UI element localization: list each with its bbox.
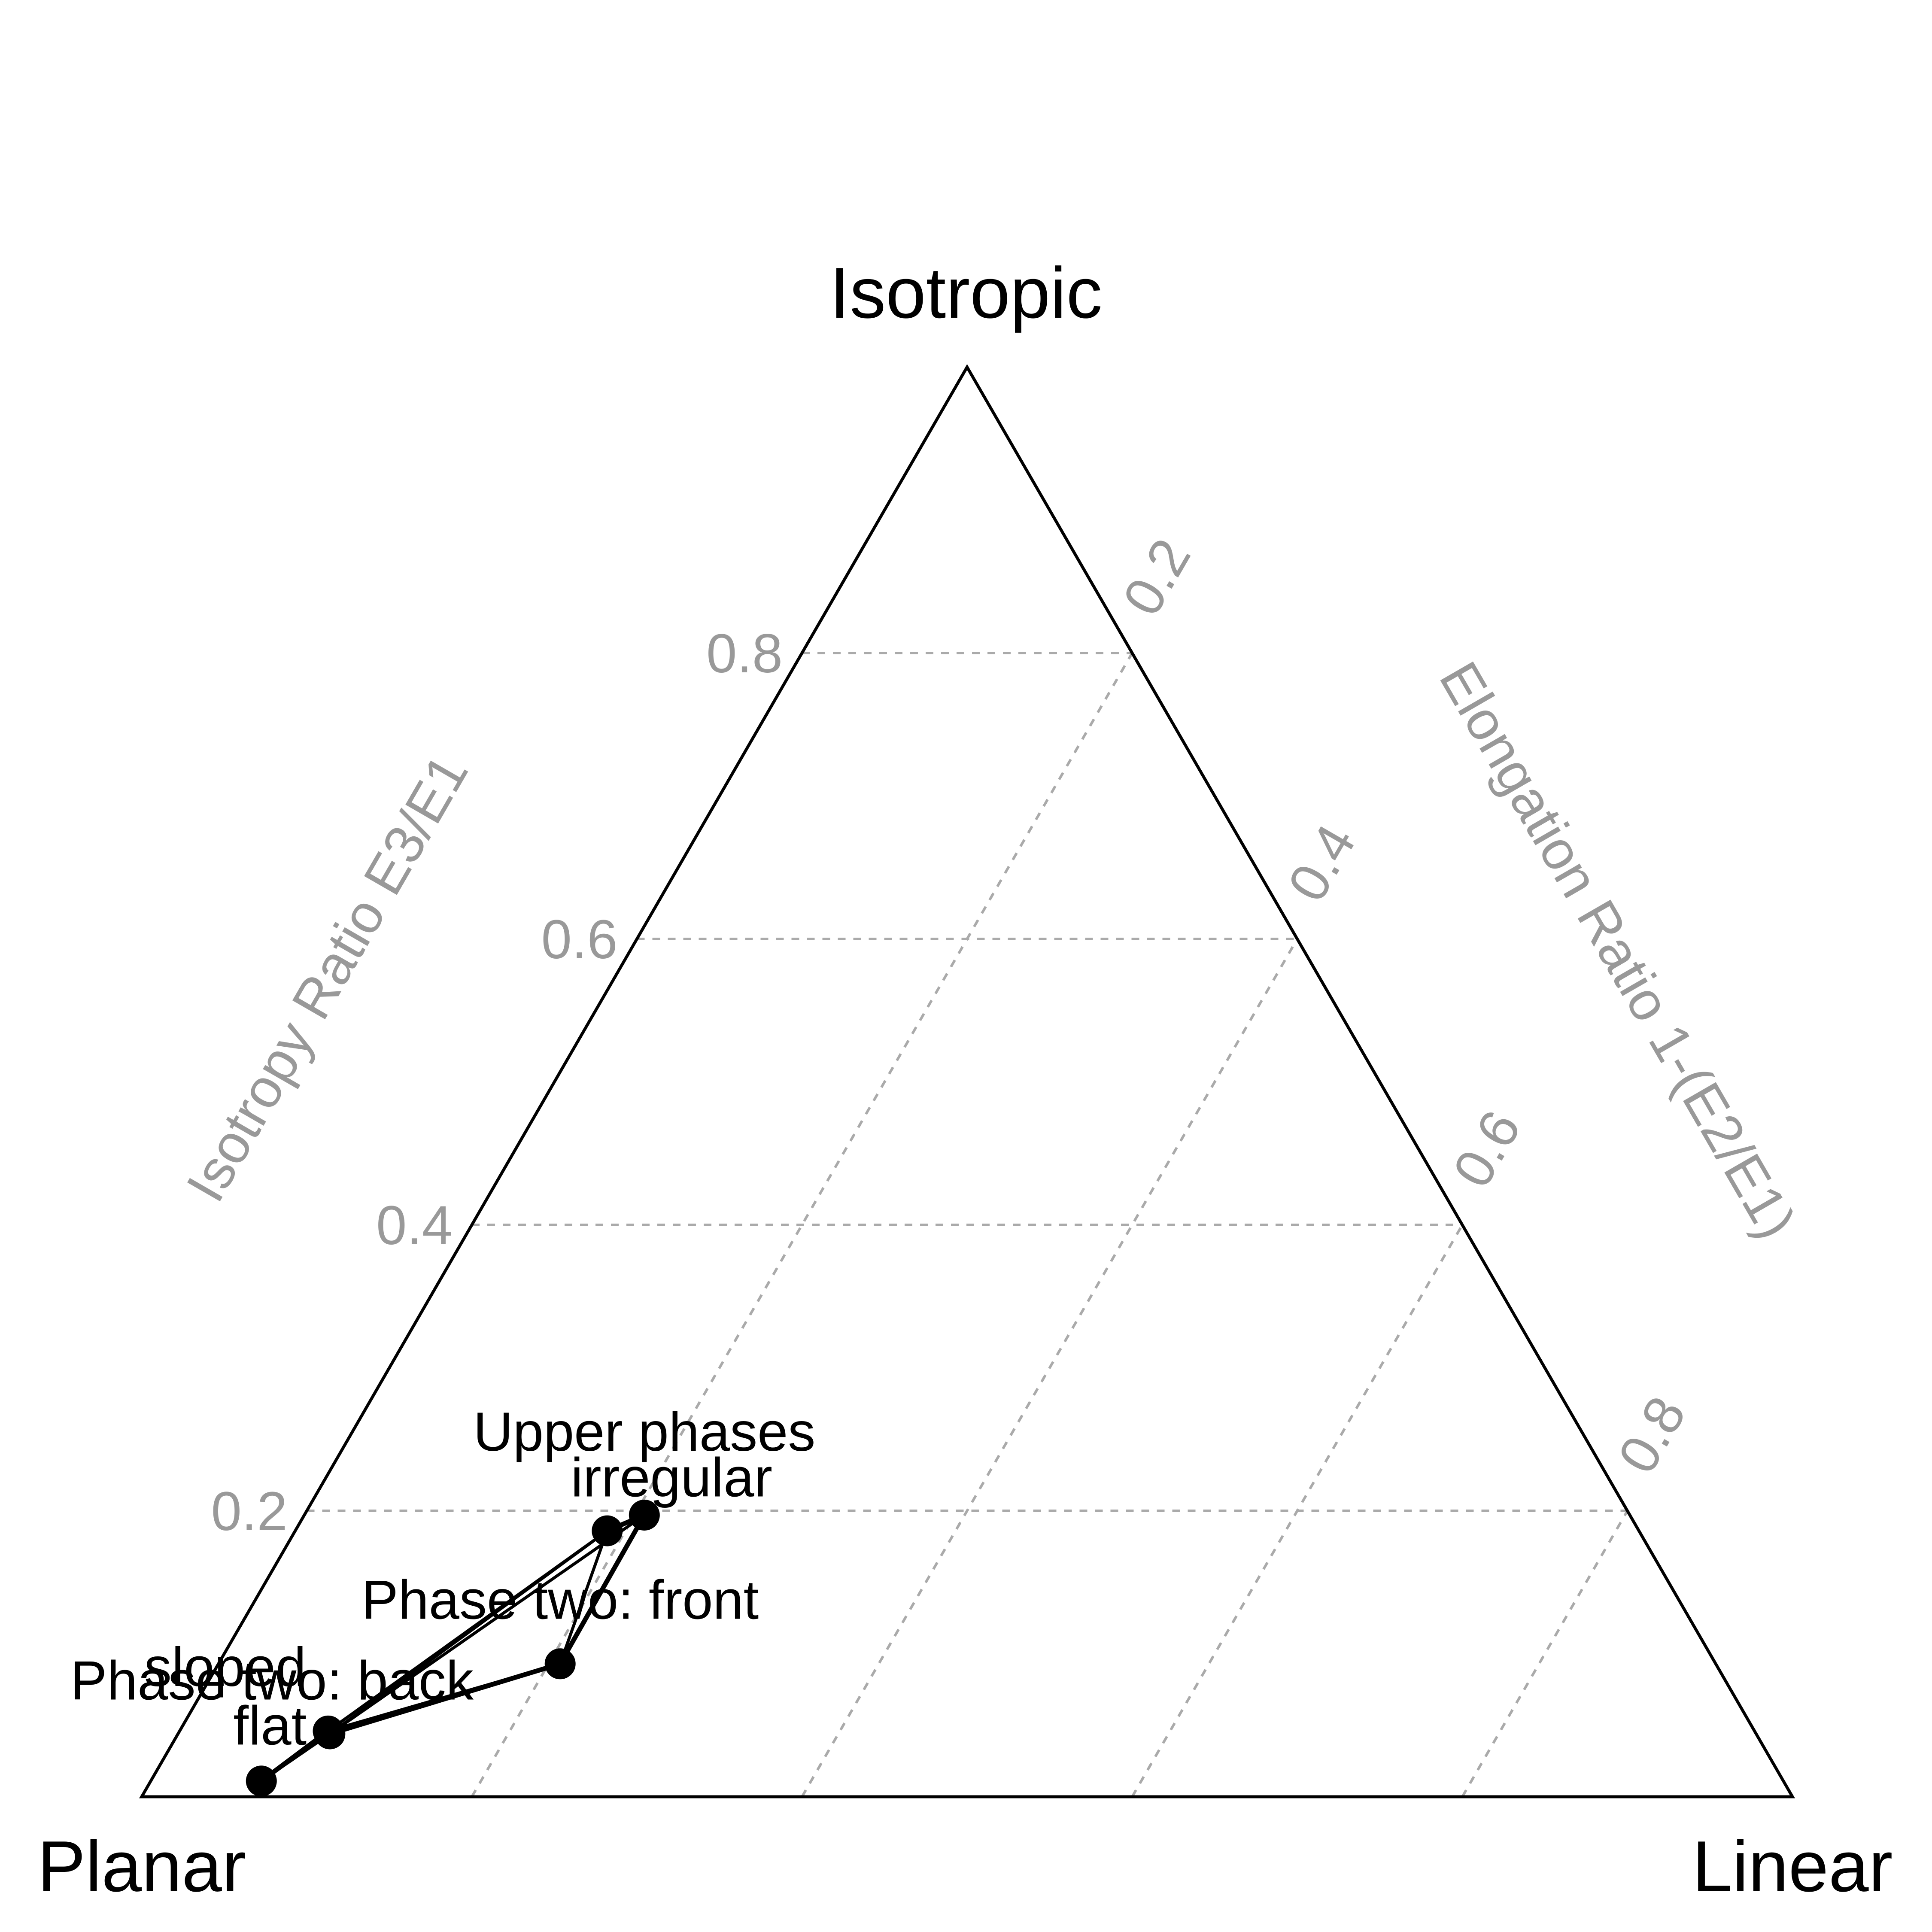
connection-line: [559, 1530, 609, 1665]
point-label: Phase two: back: [70, 1650, 474, 1711]
point-label: Upper phases: [473, 1401, 815, 1463]
right-axis-ticks: 0.2 0.4 0.6 0.8: [1111, 529, 1698, 1483]
connection-line: [558, 1514, 647, 1665]
connection-line: [327, 1529, 608, 1732]
right-tick-label: 0.4: [1276, 814, 1367, 911]
left-tick-label: 0.4: [376, 1195, 453, 1256]
grid-line-elongation: [1461, 1510, 1629, 1798]
vertex-label-top: Isotropic: [830, 252, 1103, 333]
connection-line: [329, 1514, 645, 1735]
data-point: [246, 1765, 277, 1797]
grid-line-elongation: [1131, 1224, 1464, 1798]
point-label: flat: [233, 1695, 307, 1756]
data-point: [314, 1718, 346, 1750]
data-points: [246, 1499, 660, 1797]
right-tick-label: 0.2: [1111, 529, 1203, 626]
left-axis-ticks: 0.2 0.4 0.6 0.8: [211, 623, 783, 1542]
triangle-frame: [139, 364, 1795, 1798]
left-axis-title: Isotropy Ratio E3/E1: [175, 744, 480, 1212]
data-point: [629, 1499, 660, 1531]
vertex-label-left: Planar: [37, 1826, 246, 1907]
data-point: [592, 1515, 623, 1546]
left-tick-label: 0.8: [706, 623, 783, 684]
data-point: [544, 1648, 576, 1680]
connection-line: [329, 1662, 561, 1736]
vertex-label-right: Linear: [1692, 1826, 1893, 1907]
right-tick-label: 0.8: [1606, 1386, 1698, 1483]
left-tick-label: 0.2: [211, 1481, 288, 1542]
point-label: Phase two: front: [361, 1569, 759, 1631]
right-tick-label: 0.6: [1441, 1100, 1533, 1197]
point-label: irregular: [571, 1447, 773, 1509]
point-label: sloped: [144, 1637, 306, 1698]
grid-line-elongation: [801, 938, 1299, 1798]
left-tick-label: 0.6: [541, 909, 618, 970]
